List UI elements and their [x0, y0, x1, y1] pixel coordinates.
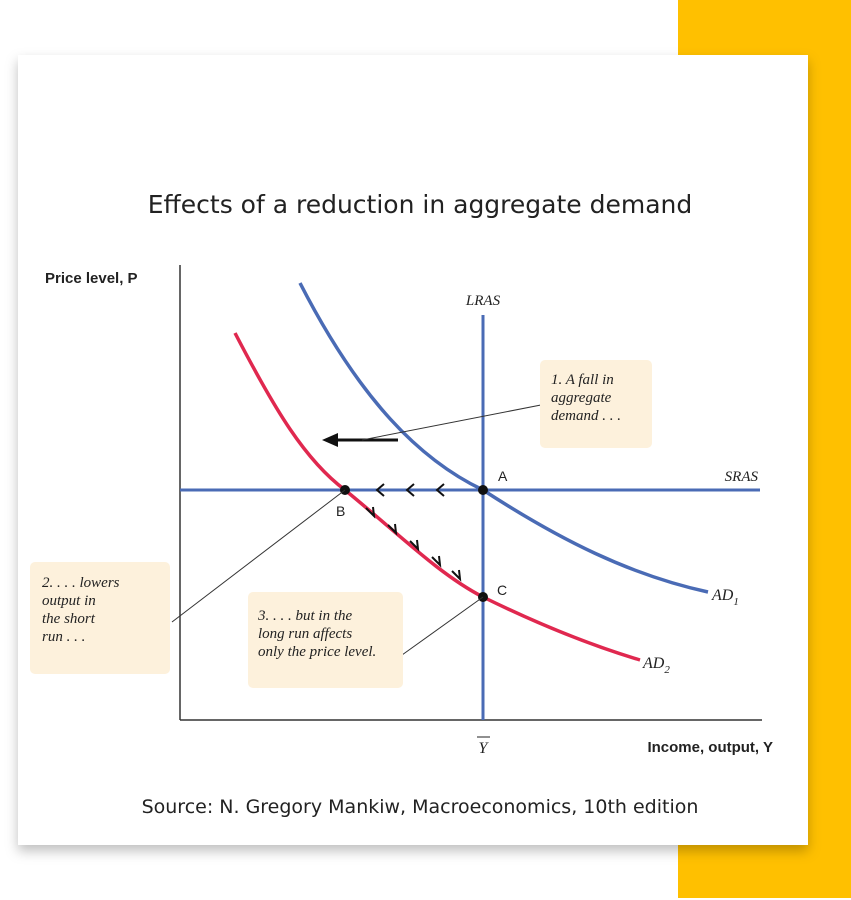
- title: Effects of a reduction in aggregate dema…: [148, 190, 693, 219]
- shift-arrow-head: [322, 433, 338, 447]
- annotation-box-2: [30, 562, 170, 674]
- annotation-box-1: [540, 360, 652, 448]
- point-b-label: B: [336, 503, 345, 519]
- ad1-label: AD1: [711, 587, 739, 608]
- annotation-3: 3. . . . but in the long run affects onl…: [257, 608, 376, 660]
- y-axis-label: Price level, P: [45, 270, 138, 287]
- source: Source: N. Gregory Mankiw, Macroeconomic…: [142, 796, 699, 818]
- annotation-box-3: [248, 592, 403, 688]
- point-a-label: A: [498, 468, 508, 484]
- leader-1: [361, 403, 547, 441]
- leader-3: [401, 596, 484, 656]
- point-a: [478, 485, 488, 495]
- annotation-1: 1. A fall in aggregate demand . . .: [551, 372, 621, 424]
- ad2-label: AD2: [642, 655, 670, 676]
- y-bar-label: Y: [479, 740, 490, 757]
- sras-arrows: [375, 483, 445, 497]
- sras-label: SRAS: [725, 469, 759, 485]
- lras-label: LRAS: [465, 293, 501, 309]
- ad2-curve: [233, 332, 641, 662]
- point-c-label: C: [497, 582, 507, 598]
- ad2-arrows: [365, 506, 462, 582]
- leader-2: [171, 489, 346, 623]
- x-axis-label: Income, output, Y: [647, 739, 773, 756]
- annotation-2: 2. . . . lowers output in the short run …: [42, 575, 123, 645]
- card: [18, 55, 808, 845]
